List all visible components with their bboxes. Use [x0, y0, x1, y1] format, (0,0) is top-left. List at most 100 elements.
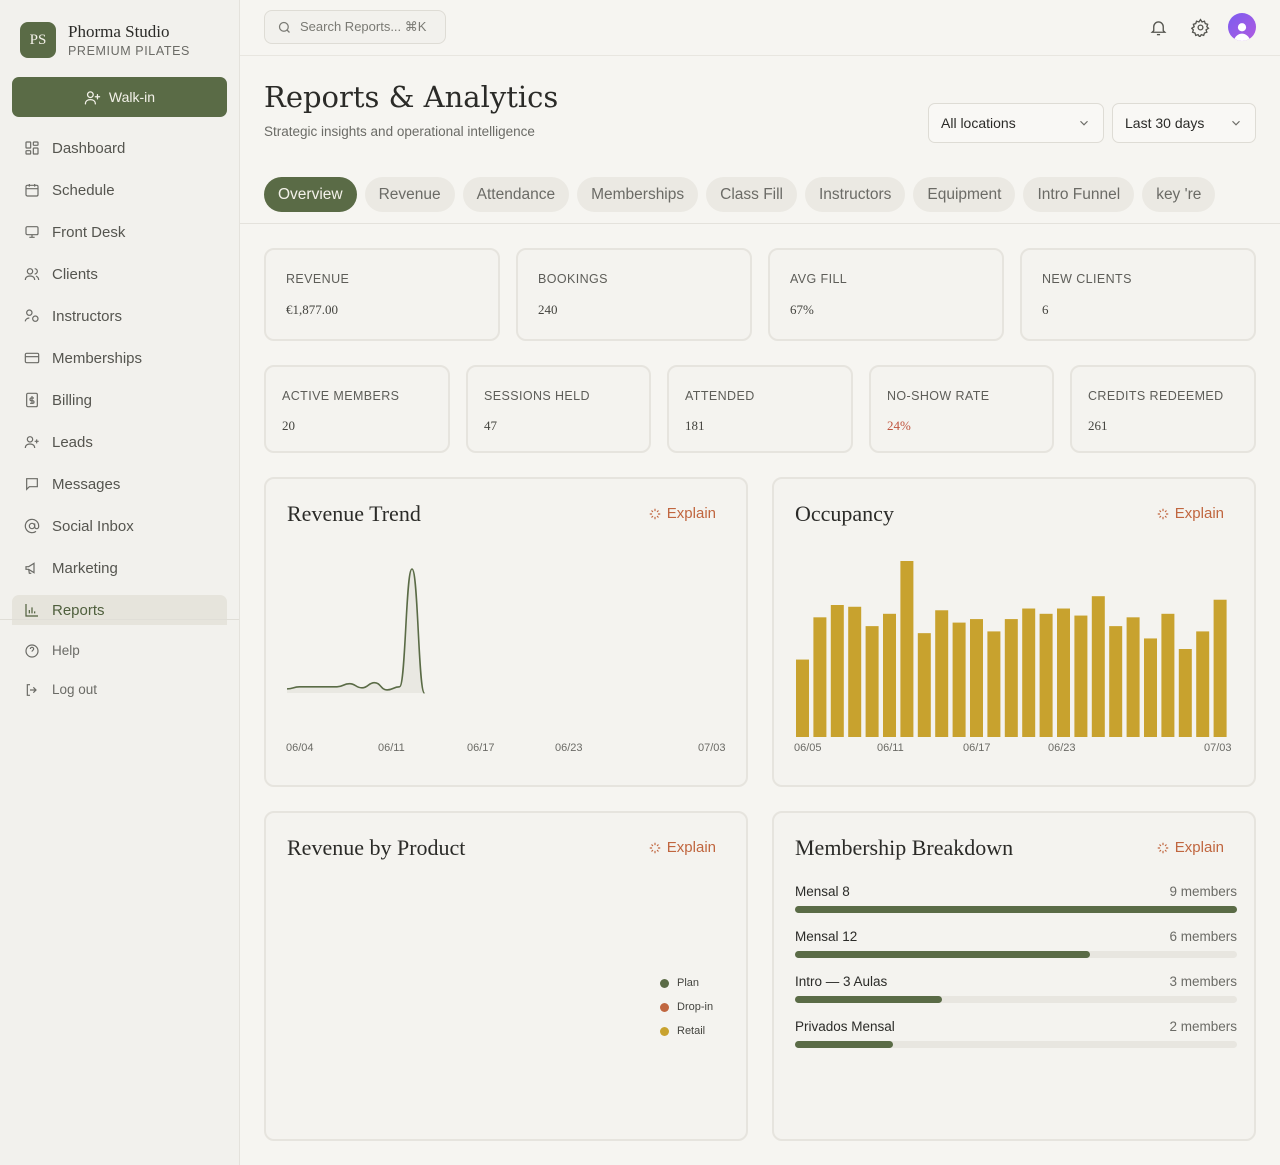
explain-button[interactable]: Explain — [1156, 839, 1224, 856]
walk-in-button[interactable]: Walk-in — [12, 77, 227, 117]
legend-label: Drop-in — [677, 1001, 714, 1013]
location-select-value: All locations — [941, 115, 1016, 131]
message-icon — [26, 478, 38, 491]
stat-value: 6 — [1042, 302, 1049, 317]
membership-name: Mensal 8 — [795, 884, 850, 899]
occupancy-bar — [987, 631, 1001, 737]
date-range-select[interactable]: Last 30 days — [1112, 103, 1256, 143]
stat-card-bookings: BOOKINGS 240 — [516, 248, 752, 341]
occupancy-bar — [1074, 615, 1088, 737]
sidebar-item-clients[interactable]: Clients — [12, 253, 227, 295]
tab-intro-funnel[interactable]: Intro Funnel — [1023, 177, 1135, 212]
sidebar-item-social-inbox[interactable]: Social Inbox — [12, 505, 227, 547]
occupancy-bar — [883, 613, 896, 737]
explain-button[interactable]: Explain — [648, 505, 716, 522]
explain-label: Explain — [666, 505, 716, 522]
tab-attendance[interactable]: Attendance — [462, 177, 570, 212]
x-tick-label: 07/03 — [1204, 742, 1232, 754]
legend-item: Drop-in — [660, 995, 713, 1019]
sidebar-item-schedule[interactable]: Schedule — [12, 169, 227, 211]
tab-key-revenue[interactable]: key 're — [1142, 177, 1216, 212]
tab-instructors[interactable]: Instructors — [805, 177, 906, 212]
user-icon — [1233, 23, 1251, 41]
sidebar-item-label: Marketing — [52, 559, 118, 577]
sidebar-item-messages[interactable]: Messages — [12, 463, 227, 505]
sidebar-item-instructors[interactable]: Instructors — [12, 295, 227, 337]
calendar-icon — [25, 184, 39, 197]
stat-value: €1,877.00 — [286, 302, 338, 317]
membership-bar-track — [795, 906, 1237, 913]
sidebar-item-leads[interactable]: Leads — [12, 421, 227, 463]
membership-count: 9 members — [1169, 884, 1237, 899]
sidebar-item-dashboard[interactable]: Dashboard — [12, 127, 227, 169]
location-select[interactable]: All locations — [928, 103, 1104, 143]
sidebar-item-label: Front Desk — [52, 223, 126, 241]
occupancy-panel: Occupancy Explain 06/05 06/11 06/17 06/2… — [772, 477, 1256, 787]
stat-value: 24% — [887, 418, 911, 433]
sidebar-item-label: Messages — [52, 475, 121, 493]
sparkle-icon — [649, 508, 661, 519]
sidebar-item-memberships[interactable]: Memberships — [12, 337, 227, 379]
sparkle-icon — [649, 842, 661, 853]
sidebar-item-label: Log out — [52, 682, 98, 697]
sidebar-item-logout[interactable]: Log out — [12, 670, 227, 709]
stat-value: 20 — [282, 418, 295, 433]
walk-in-label: Walk-in — [108, 89, 156, 105]
sidebar-item-help[interactable]: Help — [12, 631, 227, 670]
revenue-series-line — [286, 568, 426, 694]
sidebar-item-reports[interactable]: Reports — [12, 595, 227, 625]
brand-subtitle: PREMIUM PILATES — [68, 44, 190, 58]
membership-name: Intro — 3 Aulas — [795, 974, 888, 989]
explain-button[interactable]: Explain — [1156, 505, 1224, 522]
sidebar-item-label: Help — [52, 643, 80, 658]
occupancy-bar — [1161, 613, 1175, 737]
membership-name: Privados Mensal — [795, 1019, 895, 1034]
search-input[interactable]: Search Reports... ⌘K — [264, 10, 446, 44]
stat-value: 47 — [484, 418, 497, 433]
grid-icon — [25, 141, 39, 155]
occupancy-bar — [830, 605, 844, 737]
tab-class-fill[interactable]: Class Fill — [706, 177, 797, 212]
occupancy-bar — [1091, 596, 1105, 737]
stat-card-new-clients: NEW CLIENTS 6 — [1020, 248, 1256, 341]
tab-overview[interactable]: Overview — [264, 177, 357, 212]
chart-icon — [25, 604, 38, 617]
explain-label: Explain — [1174, 839, 1224, 856]
membership-breakdown-panel: Membership Breakdown Explain Mensal 8 9 m… — [772, 811, 1256, 1141]
x-tick-label: 06/23 — [1048, 742, 1076, 754]
x-tick-label: 07/03 — [698, 742, 726, 754]
x-tick-label: 06/11 — [378, 742, 405, 754]
stat-label: NEW CLIENTS — [1042, 272, 1132, 286]
sidebar-item-front-desk[interactable]: Front Desk — [12, 211, 227, 253]
tab-revenue[interactable]: Revenue — [364, 177, 455, 212]
stat-card-active-members: ACTIVE MEMBERS 20 — [264, 365, 450, 453]
brand-logo: PS — [20, 22, 56, 58]
card-icon — [24, 352, 40, 364]
sidebar-item-billing[interactable]: Billing — [12, 379, 227, 421]
brand-name: Phorma Studio — [68, 22, 170, 41]
sidebar-item-marketing[interactable]: Marketing — [12, 547, 227, 589]
brand[interactable]: PS Phorma Studio PREMIUM PILATES — [20, 22, 190, 58]
avatar[interactable] — [1228, 13, 1256, 41]
tab-memberships[interactable]: Memberships — [577, 177, 699, 212]
settings-button[interactable] — [1186, 13, 1214, 41]
explain-label: Explain — [1174, 505, 1224, 522]
occupancy-bar — [813, 617, 827, 737]
explain-button[interactable]: Explain — [648, 839, 716, 856]
megaphone-icon — [25, 562, 35, 574]
stat-value: 181 — [685, 418, 705, 433]
stat-value: 67% — [790, 302, 814, 317]
explain-label: Explain — [666, 839, 716, 856]
notifications-button[interactable] — [1144, 13, 1172, 41]
occupancy-bar — [796, 659, 809, 737]
tab-equipment[interactable]: Equipment — [913, 177, 1016, 212]
sidebar-item-label: Leads — [52, 433, 93, 451]
legend-label: Plan — [677, 977, 700, 989]
legend-item: Plan — [660, 971, 713, 995]
revenue-area — [287, 569, 425, 693]
users-icon — [24, 268, 40, 281]
sidebar-item-label: Clients — [52, 265, 98, 283]
legend-dot — [660, 1026, 669, 1036]
legend-dot — [660, 1002, 669, 1012]
user-plus-icon — [84, 90, 101, 105]
